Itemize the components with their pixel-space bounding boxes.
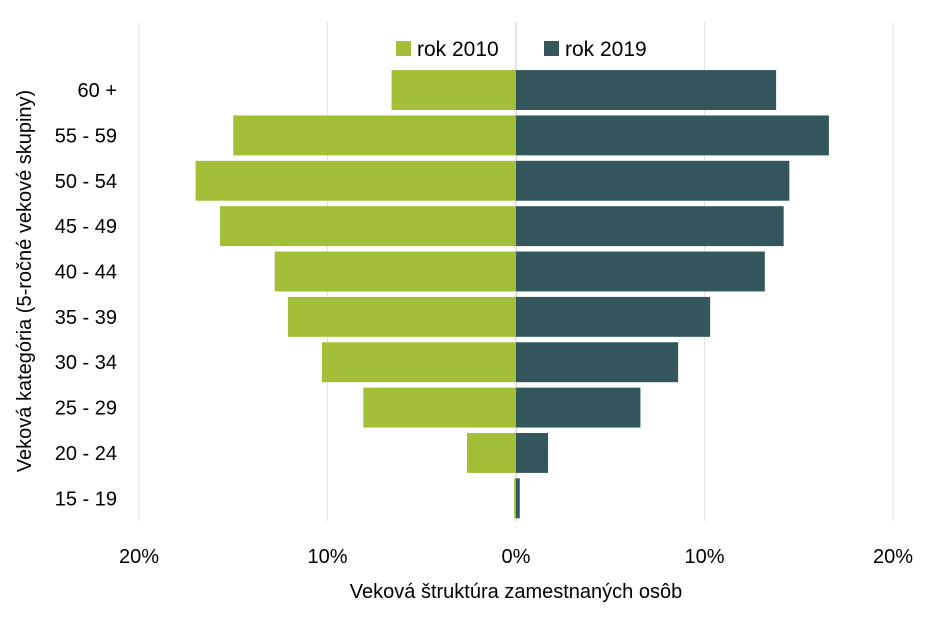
y-axis-title: Veková kategória (5-ročné vekové skupiny…	[14, 90, 36, 472]
bar-rok-2010-25-29	[363, 387, 516, 428]
bar-rok-2010-40-44	[274, 251, 516, 292]
legend: rok 2010 rok 2019	[396, 38, 647, 61]
bar-rok-2010-55-59	[233, 115, 516, 156]
bar-rok-2019-50-54	[516, 160, 790, 201]
bar-rok-2010-20-24	[466, 432, 516, 473]
x-axis-title: Veková štruktúra zamestnaných osôb	[350, 581, 682, 603]
x-tick-label-3: 10%	[684, 546, 724, 568]
bar-rok-2019-45-49	[516, 206, 784, 247]
bar-rok-2010-60+	[391, 70, 516, 111]
x-tick-label-1: 10%	[307, 546, 347, 568]
bar-rok-2010-45-49	[220, 206, 516, 247]
bar-rok-2019-40-44	[516, 251, 765, 292]
x-tick-label-2: 0%	[502, 546, 531, 568]
x-tick-label-4: 20%	[873, 546, 913, 568]
bar-rok-2010-30-34	[321, 342, 516, 383]
legend-label-rok-2010: rok 2010	[417, 38, 499, 61]
y-tick-label-5: 40 - 44	[55, 262, 117, 284]
legend-swatch-rok-2019	[544, 41, 559, 56]
bar-rok-2019-25-29	[516, 387, 641, 428]
y-tick-label-2: 25 - 29	[55, 398, 117, 420]
y-tick-label-1: 20 - 24	[55, 443, 117, 465]
y-tick-label-3: 30 - 34	[55, 352, 117, 374]
bar-rok-2019-20-24	[516, 432, 549, 473]
bar-layer	[195, 70, 829, 519]
bar-rok-2019-35-39	[516, 296, 711, 337]
bar-rok-2019-60+	[516, 70, 777, 111]
bar-rok-2010-35-39	[287, 296, 516, 337]
axis-layer: 20% 10% 0% 10% 20% 15 - 19 20 - 24 25 - 29 30 - …	[55, 80, 913, 568]
y-tick-label-7: 50 - 54	[55, 171, 117, 193]
y-tick-label-9: 60 +	[78, 80, 117, 102]
bar-rok-2019-30-34	[516, 342, 679, 383]
bar-rok-2019-15-19	[516, 478, 520, 519]
y-tick-label-0: 15 - 19	[55, 488, 117, 510]
bar-rok-2010-50-54	[195, 160, 517, 201]
bar-rok-2019-55-59	[516, 115, 829, 156]
legend-swatch-rok-2010	[396, 41, 411, 56]
bar-rok-2010-15-19	[514, 478, 516, 519]
y-tick-label-8: 55 - 59	[55, 125, 117, 147]
y-tick-label-4: 35 - 39	[55, 307, 117, 329]
x-tick-label-0: 20%	[119, 546, 159, 568]
y-tick-label-6: 45 - 49	[55, 216, 117, 238]
legend-label-rok-2019: rok 2019	[565, 38, 647, 61]
